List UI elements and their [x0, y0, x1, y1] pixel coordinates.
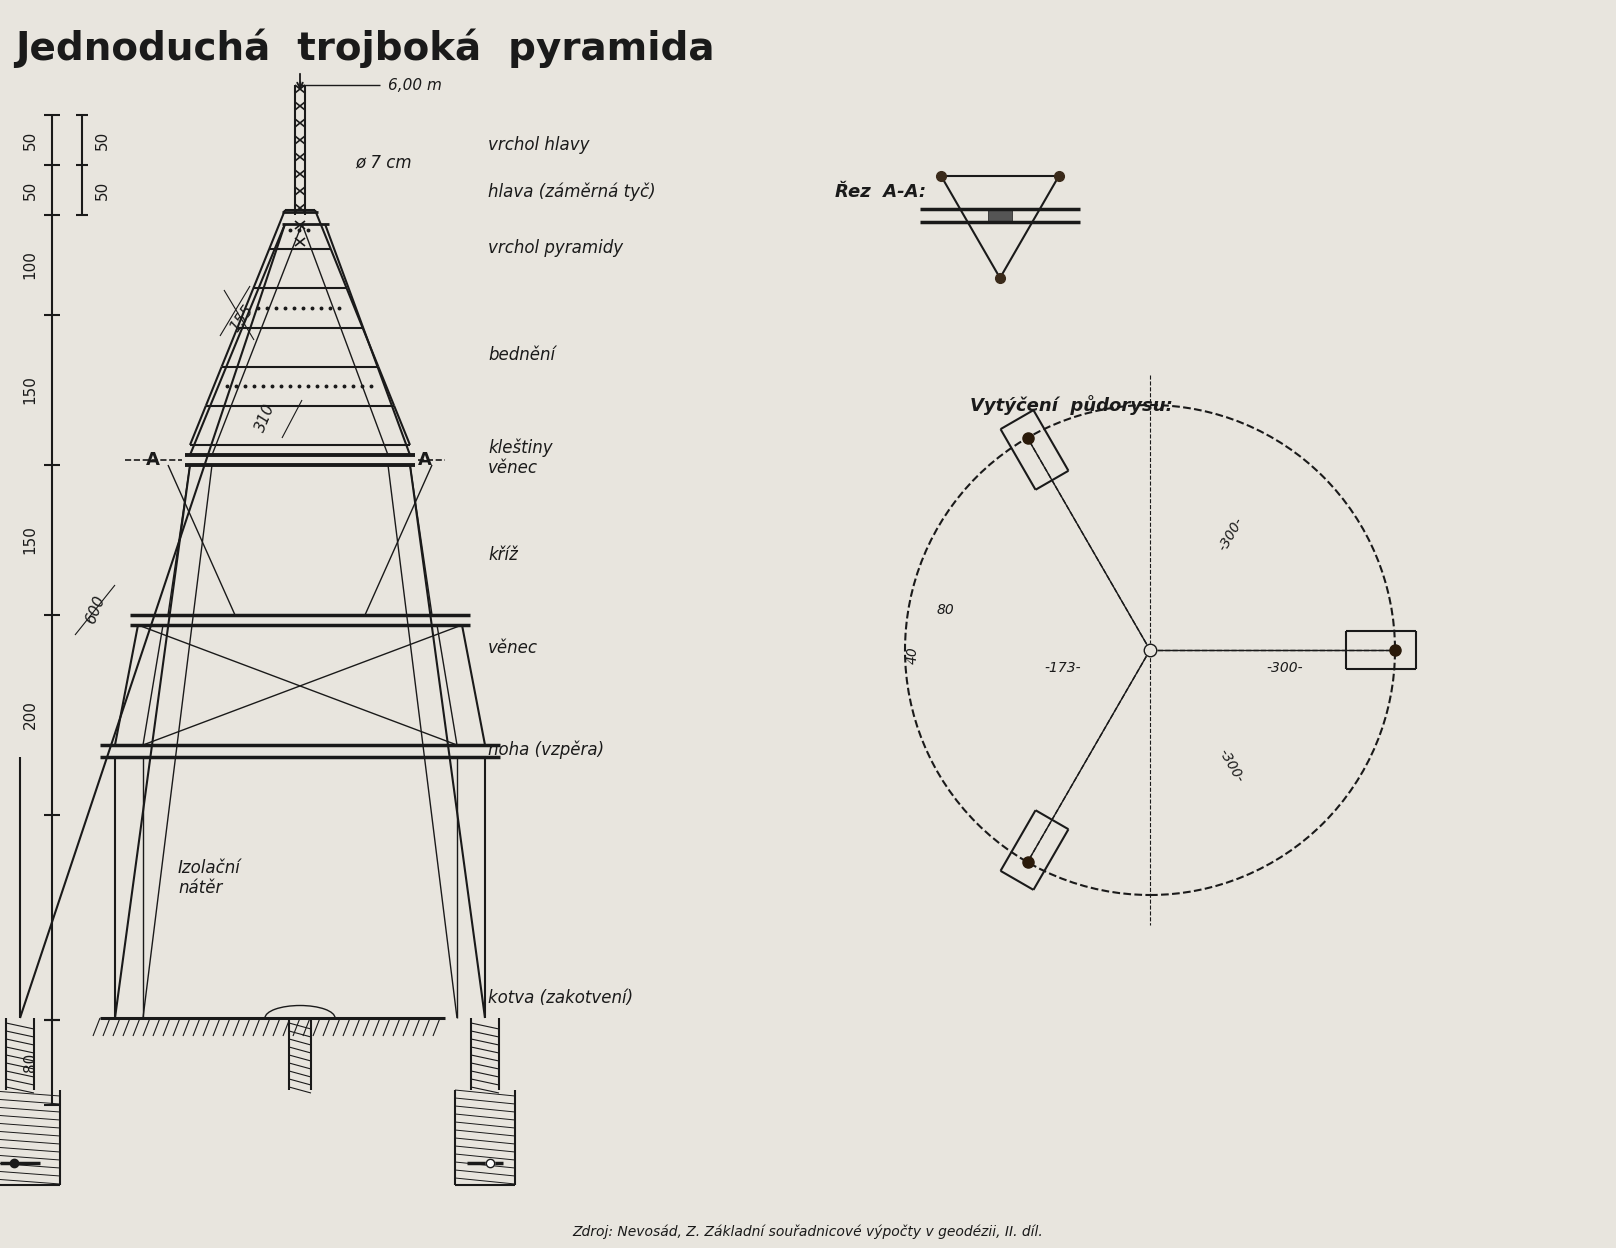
Text: noha (vzpěra): noha (vzpěra): [488, 741, 604, 759]
Text: vrchol pyramidy: vrchol pyramidy: [488, 240, 624, 257]
Text: Zdroj: Nevosád, Z. Základní souřadnicové výpočty v geodézii, II. díl.: Zdroj: Nevosád, Z. Základní souřadnicové…: [572, 1224, 1044, 1239]
Text: 80: 80: [23, 1052, 37, 1072]
Text: bednění: bednění: [488, 346, 556, 364]
Text: 310: 310: [252, 402, 278, 434]
Text: 40: 40: [907, 646, 920, 664]
Text: kleštiny: kleštiny: [488, 439, 553, 457]
Text: ø 7 cm: ø 7 cm: [356, 154, 412, 171]
Text: 50: 50: [94, 130, 110, 150]
Bar: [987, 208, 1012, 222]
Text: věnec: věnec: [488, 639, 538, 656]
Text: 600: 600: [82, 594, 107, 626]
Text: Jednoduchá  trojboká  pyramida: Jednoduchá trojboká pyramida: [15, 29, 714, 67]
Text: -300-: -300-: [1215, 746, 1246, 785]
Text: hlava (záměrná tyč): hlava (záměrná tyč): [488, 182, 656, 201]
Text: vrchol hlavy: vrchol hlavy: [488, 136, 590, 154]
Text: -300-: -300-: [1267, 661, 1302, 675]
Text: 200: 200: [23, 700, 37, 729]
Text: 100: 100: [23, 251, 37, 280]
Text: Řez  A-A:: Řez A-A:: [835, 183, 926, 201]
Text: 6,00 m: 6,00 m: [388, 77, 441, 92]
Text: 50: 50: [23, 181, 37, 200]
Text: -173-: -173-: [1044, 661, 1081, 675]
Text: 50: 50: [23, 130, 37, 150]
Text: 50: 50: [94, 181, 110, 200]
Text: Vytýčení  půdorysu:: Vytýčení půdorysu:: [970, 396, 1173, 416]
Text: -300-: -300-: [1215, 514, 1246, 553]
Text: 80: 80: [936, 603, 953, 617]
Text: 150: 150: [23, 525, 37, 554]
Text: Izolační
nátěr: Izolační nátěr: [178, 859, 241, 897]
Text: kříž: kříž: [488, 547, 517, 564]
Text: 150: 150: [23, 376, 37, 404]
Text: kotva (zakotvení): kotva (zakotvení): [488, 988, 633, 1007]
Text: A: A: [145, 451, 160, 469]
Text: 155: 155: [228, 302, 257, 334]
Text: A: A: [419, 451, 431, 469]
Text: věnec: věnec: [488, 459, 538, 477]
